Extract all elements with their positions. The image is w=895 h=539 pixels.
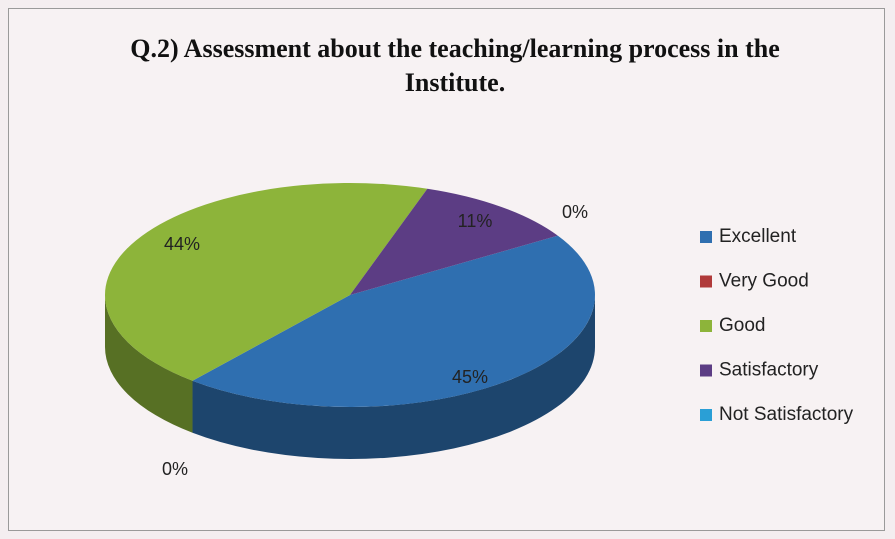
- legend-swatch: [700, 409, 712, 421]
- data-label: 0%: [562, 202, 588, 222]
- legend-swatch: [700, 320, 712, 332]
- legend-swatch: [700, 364, 712, 377]
- data-label: 11%: [458, 211, 493, 231]
- legend-label: Very Good: [719, 271, 809, 292]
- chart-title: Q.2) Assessment about the teaching/learn…: [130, 34, 780, 97]
- legend-swatch: [700, 275, 712, 288]
- slice: [350, 188, 558, 295]
- data-label: 44%: [164, 234, 200, 254]
- legend-label: Not Satisfactory: [719, 404, 854, 425]
- data-label: 0%: [162, 459, 188, 479]
- slice: [104, 183, 428, 381]
- legend-label: Satisfactory: [719, 360, 819, 381]
- slice-side: [105, 295, 193, 433]
- slice: [192, 235, 595, 407]
- slice-side: [192, 295, 595, 459]
- legend-label: Excellent: [719, 226, 797, 247]
- legend-swatch: [700, 231, 712, 243]
- legend-label: Good: [719, 315, 765, 336]
- data-label: 45%: [452, 367, 488, 387]
